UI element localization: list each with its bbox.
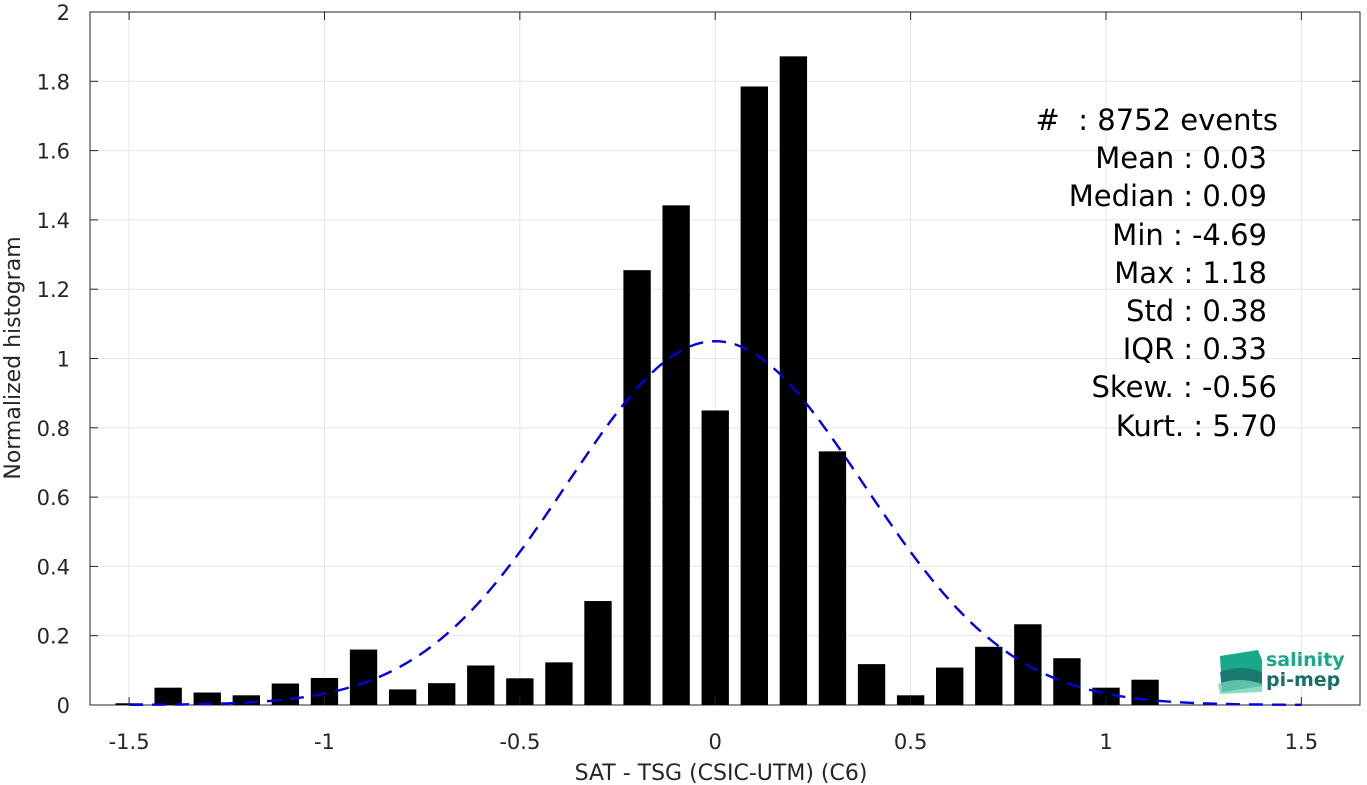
salinity-pi-mep-logo: salinity pi-mep — [1218, 649, 1345, 694]
y-tick-label: 0.8 — [37, 417, 70, 441]
x-tick-label: -0.5 — [499, 730, 540, 754]
y-tick-label: 0.6 — [37, 486, 70, 510]
y-tick-label: 1.4 — [37, 209, 70, 233]
y-tick-label: 0.2 — [37, 625, 70, 649]
logo-text-pimep: pi-mep — [1266, 669, 1340, 691]
histogram-bar — [388, 689, 417, 705]
y-tick-label: 1.8 — [37, 70, 70, 94]
stat-iqr: IQR : 0.33 — [1123, 332, 1267, 366]
stat-min: Min : -4.69 — [1112, 218, 1267, 252]
histogram-bar — [701, 410, 729, 705]
x-ticks: -1.5 -1 -0.5 0 0.5 1 1.5 — [109, 12, 1318, 754]
stat-max: Max : 1.18 — [1114, 256, 1267, 290]
histogram-bar — [349, 649, 378, 705]
y-tick-label: 1.2 — [37, 278, 70, 302]
y-tick-label: 1 — [57, 348, 70, 372]
stat-count: # : 8752 events — [1036, 103, 1278, 137]
x-tick-label: 0.5 — [894, 730, 927, 754]
histogram-bar — [545, 662, 573, 705]
y-ticks: 0 0.2 0.4 0.6 0.8 1 1.2 1.4 1.6 1.8 2 — [37, 1, 1360, 718]
histogram-bar — [232, 695, 260, 705]
histogram-bar — [467, 665, 495, 705]
histogram-bar — [1131, 679, 1159, 705]
histogram-bar — [740, 86, 768, 705]
y-tick-label: 2 — [57, 1, 70, 25]
histogram-bar — [857, 664, 886, 705]
histogram-bar — [154, 687, 182, 705]
histogram-bar — [428, 683, 456, 705]
histogram-bar — [975, 646, 1003, 705]
stat-skew: Skew. : -0.56 — [1091, 370, 1277, 404]
histogram-bar — [193, 692, 221, 705]
gaussian-fit-curve — [129, 339, 1302, 706]
y-tick-label: 0.4 — [37, 555, 70, 579]
y-tick-label: 1.6 — [37, 140, 70, 164]
stats-box: # : 8752 events Mean : 0.03 Median : 0.0… — [1036, 103, 1278, 443]
histogram-bar — [623, 270, 651, 705]
stat-median: Median : 0.09 — [1069, 179, 1267, 213]
stat-mean: Mean : 0.03 — [1095, 141, 1267, 175]
histogram-bar — [662, 205, 690, 706]
stat-std: Std : 0.38 — [1126, 294, 1267, 328]
x-tick-label: -1 — [314, 730, 335, 754]
histogram-bar — [936, 667, 964, 705]
y-axis-label: Normalized histogram — [1, 236, 26, 479]
histogram-bar — [271, 683, 300, 705]
x-tick-label: -1.5 — [109, 730, 150, 754]
logo-emblem-wave-light — [1218, 680, 1262, 694]
stat-kurt: Kurt. : 5.70 — [1116, 409, 1277, 443]
histogram-bar — [1053, 658, 1081, 705]
y-tick-label: 0 — [57, 694, 70, 718]
histogram-bar — [779, 56, 808, 706]
x-axis-label: SAT - TSG (CSIC-UTM) (C6) — [575, 761, 868, 785]
x-tick-label: 1.5 — [1285, 730, 1318, 754]
histogram-bars — [115, 56, 1159, 706]
x-tick-label: 1 — [1099, 730, 1112, 754]
histogram-bar — [818, 451, 847, 705]
x-tick-label: 0 — [709, 730, 722, 754]
logo-text-salinity: salinity — [1266, 649, 1345, 671]
histogram-bar — [584, 601, 612, 705]
